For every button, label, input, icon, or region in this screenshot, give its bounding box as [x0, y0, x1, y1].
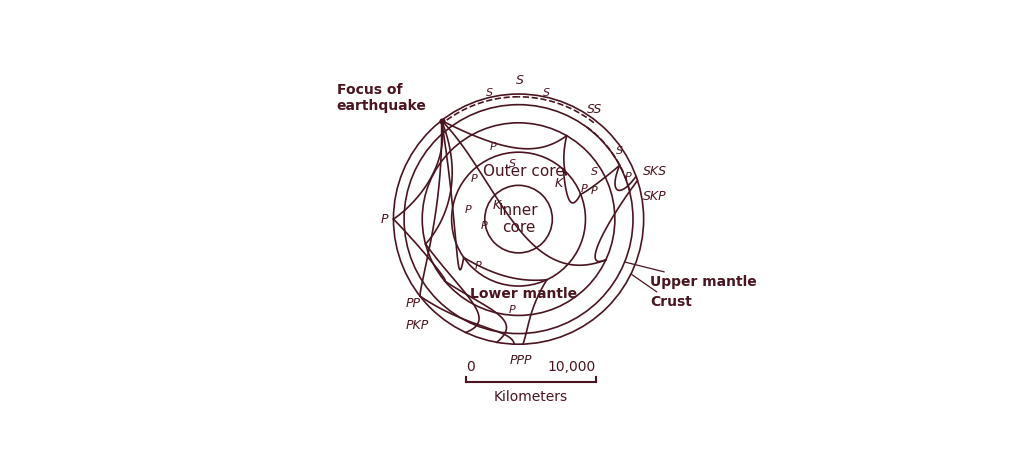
Text: P: P: [581, 184, 588, 194]
Text: Kilometers: Kilometers: [494, 391, 568, 405]
Text: S: S: [509, 158, 516, 169]
Text: K: K: [554, 176, 563, 189]
Text: P: P: [626, 171, 632, 182]
Text: PKP: PKP: [406, 319, 428, 332]
Text: Upper mantle: Upper mantle: [625, 262, 757, 288]
Text: K: K: [494, 199, 502, 212]
Text: Focus of
earthquake: Focus of earthquake: [337, 83, 427, 113]
Text: PPP: PPP: [510, 354, 532, 367]
Text: P: P: [474, 261, 481, 271]
Text: Lower mantle: Lower mantle: [470, 287, 578, 301]
Text: P: P: [464, 205, 471, 215]
Text: Crust: Crust: [631, 274, 692, 309]
Text: SKP: SKP: [643, 190, 667, 203]
Text: 10,000: 10,000: [548, 360, 596, 374]
Text: SKS: SKS: [643, 165, 667, 178]
Text: S: S: [486, 88, 494, 98]
Text: 0: 0: [466, 360, 475, 374]
Text: P: P: [381, 212, 388, 225]
Text: S: S: [616, 146, 624, 156]
Text: P: P: [489, 142, 496, 152]
Text: P: P: [509, 305, 516, 315]
Text: Inner
core: Inner core: [499, 203, 539, 235]
Text: Outer core: Outer core: [482, 164, 564, 179]
Text: S: S: [543, 88, 550, 98]
Text: P: P: [470, 174, 477, 184]
Text: P: P: [480, 221, 487, 231]
Text: PP: PP: [406, 297, 421, 310]
Text: S: S: [591, 167, 598, 177]
Text: P: P: [591, 186, 598, 196]
Text: S: S: [516, 73, 523, 86]
Text: SS: SS: [588, 103, 602, 116]
